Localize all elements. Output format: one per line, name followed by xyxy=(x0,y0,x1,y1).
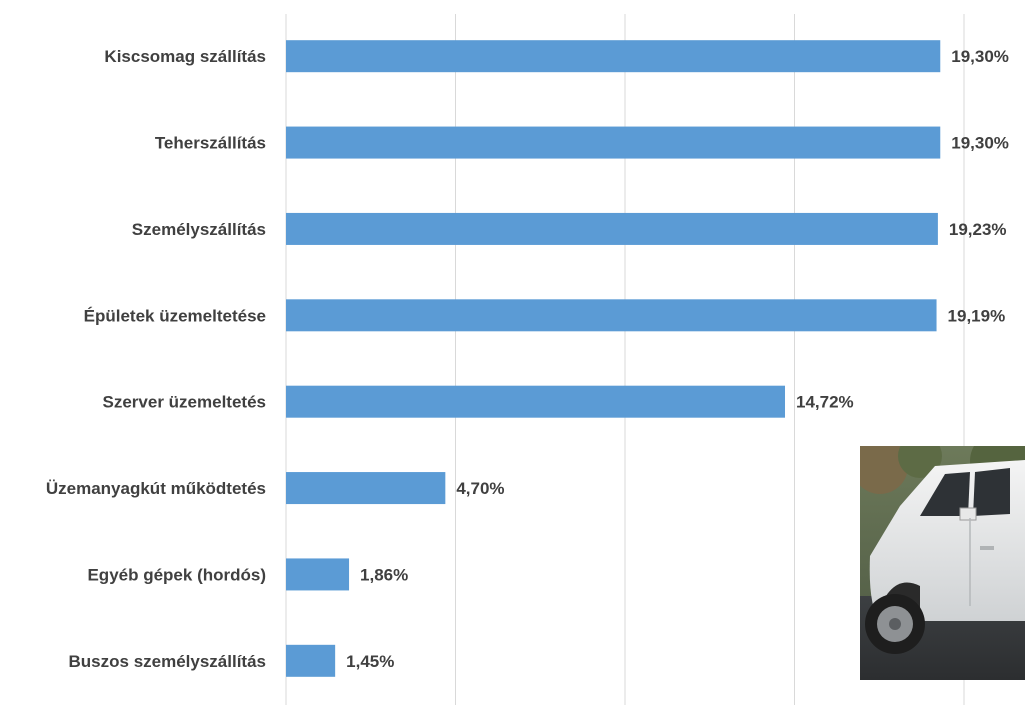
bar xyxy=(286,472,446,505)
bar xyxy=(286,558,350,591)
data-label: 19,30% xyxy=(951,47,1009,66)
category-label: Személyszállítás xyxy=(132,220,266,239)
bar xyxy=(286,212,938,245)
pickup-truck-image xyxy=(860,446,1025,680)
data-label: 19,23% xyxy=(949,220,1007,239)
pickup-truck-photo xyxy=(860,446,1025,680)
category-label: Üzemanyagkút működtetés xyxy=(46,479,266,498)
category-label: Szerver üzemeltetés xyxy=(103,393,266,412)
data-label: 19,19% xyxy=(948,306,1006,325)
category-label: Buszos személyszállítás xyxy=(69,652,266,671)
bar xyxy=(286,40,941,73)
category-label: Épületek üzemeltetése xyxy=(84,306,266,325)
category-label: Teherszállítás xyxy=(155,134,266,153)
data-label: 19,30% xyxy=(951,134,1009,153)
bar xyxy=(286,126,941,159)
data-label: 1,86% xyxy=(360,565,408,584)
category-label: Kiscsomag szállítás xyxy=(104,47,266,66)
data-label: 4,70% xyxy=(456,479,504,498)
bar xyxy=(286,299,937,332)
category-label: Egyéb gépek (hordós) xyxy=(87,565,266,584)
data-label: 14,72% xyxy=(796,393,854,412)
bar xyxy=(286,385,786,418)
bar xyxy=(286,644,336,677)
data-label: 1,45% xyxy=(346,652,394,671)
